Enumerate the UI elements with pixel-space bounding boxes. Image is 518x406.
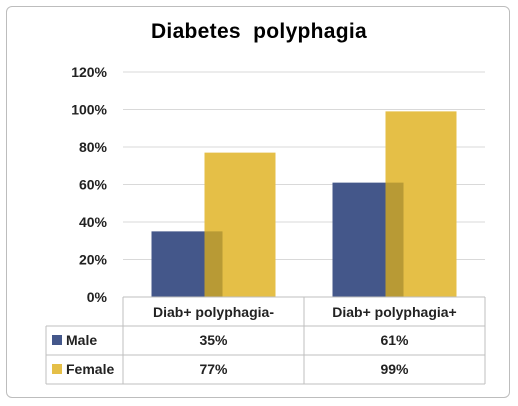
data-label: 77%: [199, 361, 228, 377]
bar-overlap: [205, 231, 223, 297]
y-tick-label: 120%: [71, 64, 107, 80]
legend-swatch: [52, 364, 62, 374]
data-label: 35%: [199, 332, 228, 348]
y-tick-label: 80%: [79, 139, 108, 155]
legend-label: Male: [66, 332, 97, 348]
category-label: Diab+ polyphagia-: [153, 304, 274, 320]
data-label: 61%: [380, 332, 409, 348]
y-tick-label: 20%: [79, 252, 108, 268]
data-label: 99%: [380, 361, 409, 377]
bar-overlap: [386, 183, 404, 297]
y-tick-label: 100%: [71, 102, 107, 118]
legend-swatch: [52, 335, 62, 345]
y-tick-label: 40%: [79, 214, 108, 230]
y-tick-label: 60%: [79, 177, 108, 193]
y-tick-label: 0%: [87, 289, 108, 305]
category-label: Diab+ polyphagia+: [332, 304, 456, 320]
legend-label: Female: [66, 361, 114, 377]
